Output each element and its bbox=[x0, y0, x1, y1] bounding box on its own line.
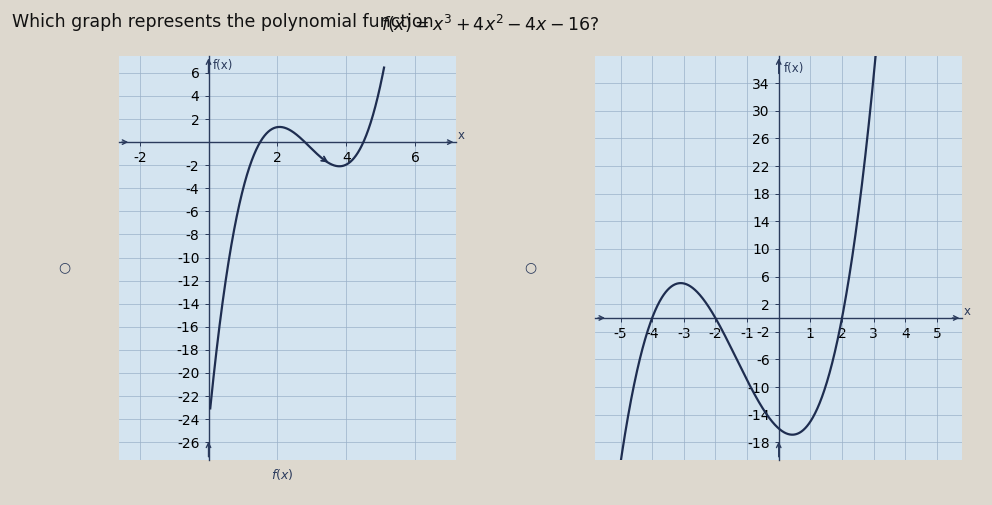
Text: f(x): f(x) bbox=[784, 63, 804, 75]
Text: $f(x)$: $f(x)$ bbox=[272, 467, 294, 482]
Text: ○: ○ bbox=[525, 261, 537, 275]
Text: f(x): f(x) bbox=[212, 59, 233, 72]
Text: x: x bbox=[964, 305, 971, 318]
Text: $f(x) = x^3 + 4x^2 - 4x - 16$?: $f(x) = x^3 + 4x^2 - 4x - 16$? bbox=[381, 13, 599, 35]
Text: ○: ○ bbox=[59, 261, 70, 275]
Text: Which graph represents the polynomial function: Which graph represents the polynomial fu… bbox=[12, 13, 439, 31]
Text: x: x bbox=[458, 129, 465, 142]
